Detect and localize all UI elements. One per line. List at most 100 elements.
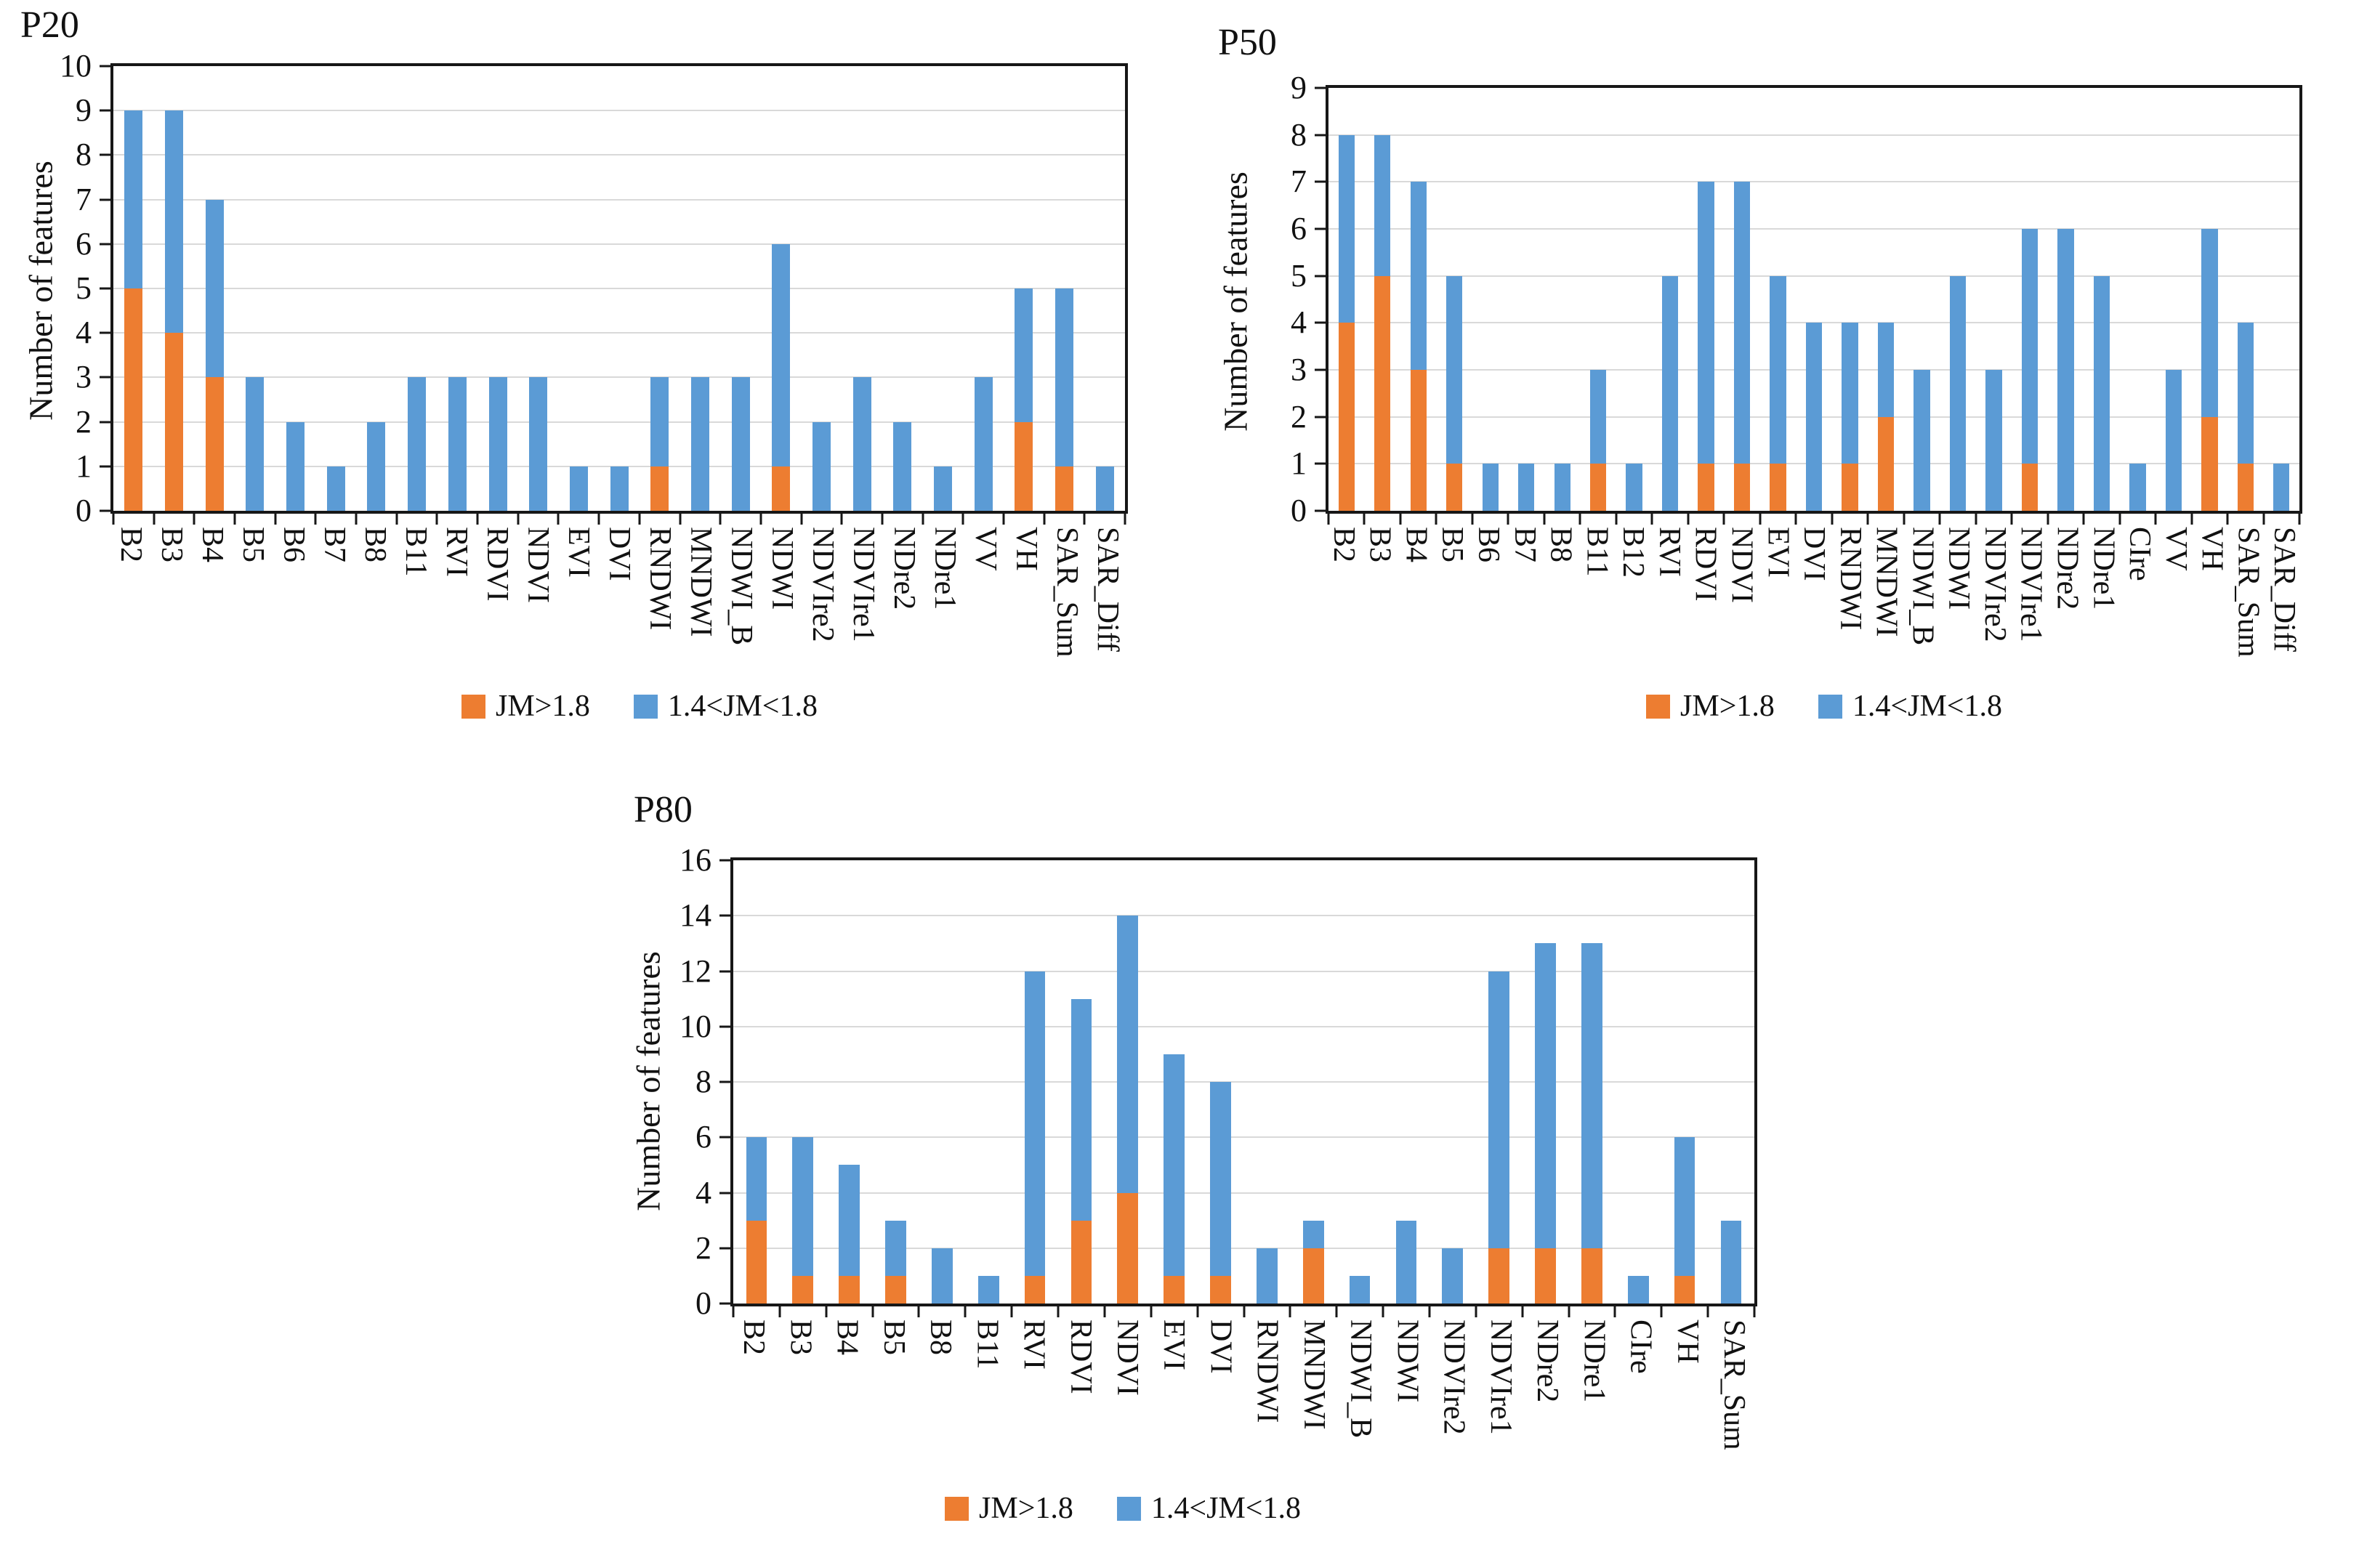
x-label-cell: MNDWI: [680, 527, 721, 658]
legend-item-jm-mid: 1.4<JM<1.8: [633, 689, 818, 724]
legend-item-jm-mid: 1.4<JM<1.8: [1818, 689, 2002, 724]
bar-segment-jm-mid: [2237, 323, 2254, 464]
x-tick-label-NDWI_B: NDWI_B: [725, 527, 758, 646]
bar-band-EVI: [1151, 860, 1198, 1304]
x-label-cell: CIre: [1617, 1320, 1664, 1450]
bar-stack-NDWI: [1395, 1220, 1417, 1304]
bar-band-NDWI: [1383, 860, 1429, 1304]
bar-segment-jm-high: [1488, 1248, 1510, 1304]
bar-segment-jm-mid: [1164, 1054, 1185, 1276]
x-tick-mark: [2154, 514, 2157, 525]
bar-segment-jm-high: [1590, 464, 1607, 511]
x-label-cell: SAR_Sum: [1711, 1320, 1757, 1450]
x-tick-mark: [1399, 514, 1402, 525]
bar-band-MNDWI: [1868, 88, 1903, 511]
y-tick-mark: [719, 1192, 730, 1194]
bar-segment-jm-mid: [852, 377, 871, 511]
bar-segment-jm-high: [1698, 464, 1714, 511]
bar-stack-NDVIre2: [1442, 1248, 1464, 1304]
x-label-cell: B3: [1362, 527, 1398, 658]
legend-p50: JM>1.8 1.4<JM<1.8: [1646, 689, 2002, 724]
y-tick-label: 9: [1291, 70, 1307, 105]
y-tick-label: 2: [695, 1229, 711, 1266]
x-tick-mark: [1363, 514, 1366, 525]
x-label-cell: B3: [777, 1320, 823, 1450]
x-label-cell: EVI: [558, 527, 599, 658]
bars-layer: [733, 860, 1754, 1304]
x-tick-label-NDWI_B: NDWI_B: [1344, 1320, 1378, 1439]
bar-band-B5: [235, 66, 275, 511]
x-tick-mark: [1722, 514, 1725, 525]
x-label-cell: NDre2: [2049, 527, 2086, 658]
x-tick-mark: [435, 514, 438, 525]
y-tick-mark: [1315, 86, 1326, 89]
legend-swatch-jm-high: [1646, 694, 1671, 719]
y-tick-mark: [719, 970, 730, 972]
bar-band-VV: [963, 66, 1004, 511]
x-tick-mark: [1428, 1306, 1431, 1317]
x-label-cell: NDVIre1: [1477, 1320, 1524, 1450]
x-tick-mark: [1706, 1306, 1709, 1317]
bar-stack-CIre: [2129, 464, 2146, 511]
x-label-cell: NDVI: [1104, 1320, 1150, 1450]
x-label-cell: SAR_Diff: [1087, 527, 1128, 658]
x-label-cell: EVI: [1759, 527, 1796, 658]
x-label-cell: SAR_Sum: [2230, 527, 2267, 658]
bar-segment-jm-mid: [974, 377, 993, 511]
x-tick-label-B2: B2: [114, 527, 148, 563]
bar-stack-NDre1: [934, 466, 953, 511]
x-axis-labels-p50: B2 B3 B4 B5 B6 B7 B8 B11 B12 RVI RDVI NDVI EVI DVI RND…: [1326, 527, 2302, 658]
bar-segment-jm-high: [1164, 1275, 1185, 1304]
bar-stack-RNDWI: [650, 377, 669, 511]
x-label-cell: NDWI: [1384, 1320, 1430, 1450]
gridline: [733, 1025, 1754, 1027]
x-tick-mark: [1057, 1306, 1060, 1317]
x-tick-mark: [1335, 1306, 1338, 1317]
bar-stack-NDre2: [1535, 943, 1556, 1304]
y-tick-mark: [100, 376, 110, 379]
x-tick-mark: [2010, 514, 2013, 525]
bar-stack-RDVI: [1070, 998, 1092, 1304]
x-label-cell: EVI: [1150, 1320, 1197, 1450]
gridline: [113, 376, 1125, 379]
x-tick-mark: [1521, 1306, 1524, 1317]
x-tick-mark: [1753, 1306, 1756, 1317]
x-label-cell: B5: [871, 1320, 917, 1450]
bar-band-NDre2: [2048, 88, 2084, 511]
x-tick-mark: [1150, 1306, 1153, 1317]
bar-band-NDVI: [1105, 860, 1151, 1304]
x-tick-label-B8: B8: [1544, 527, 1578, 563]
gridline: [1328, 322, 2299, 324]
y-axis-title-p20: Number of features: [22, 161, 60, 421]
gridline: [113, 288, 1125, 289]
x-label-cell: VH: [2194, 527, 2230, 658]
x-tick-label-B6: B6: [277, 527, 310, 563]
y-tick-label: 0: [76, 493, 92, 528]
x-tick-label-VH: VH: [1670, 1320, 1704, 1364]
x-tick-label-SAR_Diff: SAR_Diff: [1091, 527, 1124, 652]
y-tick-mark: [100, 509, 110, 512]
x-label-cell: VH: [1006, 527, 1047, 658]
bar-stack-RNDWI: [1257, 1248, 1278, 1304]
y-axis-title-p80: Number of features: [629, 951, 667, 1211]
y-tick-mark: [719, 859, 730, 862]
bars-layer: [113, 66, 1125, 511]
bar-band-EVI: [1760, 88, 1796, 511]
gridline: [1328, 275, 2299, 277]
bar-stack-NDVI: [529, 377, 548, 511]
bar-band-RDVI: [477, 66, 518, 511]
y-tick-label: 4: [1291, 304, 1307, 341]
x-tick-label-DVI: DVI: [1203, 1320, 1238, 1374]
x-label-cell: B7: [1507, 527, 1543, 658]
bar-segment-jm-mid: [2165, 370, 2182, 511]
y-tick-mark: [1315, 321, 1326, 324]
x-tick-mark: [1103, 1306, 1106, 1317]
bar-stack-NDWI_B: [1349, 1275, 1371, 1304]
x-tick-mark: [719, 514, 722, 525]
gridline: [113, 332, 1125, 334]
bar-band-MNDWI: [680, 66, 721, 511]
bar-band-NDVIre1: [842, 66, 882, 511]
x-tick-label-RVI: RVI: [440, 527, 473, 577]
x-tick-label-B5: B5: [1435, 527, 1469, 563]
x-tick-mark: [840, 514, 843, 525]
